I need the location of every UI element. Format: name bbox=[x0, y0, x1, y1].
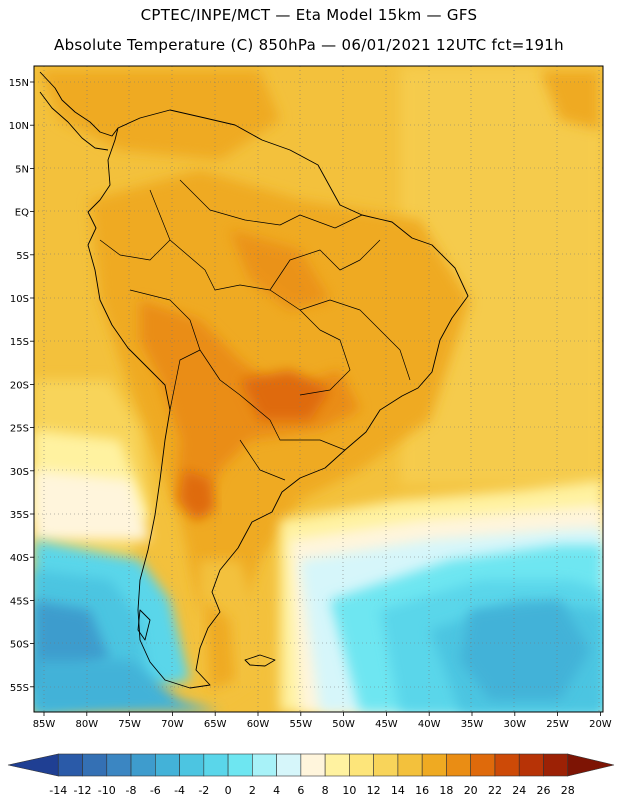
colorbar-label: 12 bbox=[367, 784, 381, 797]
colorbar-label: 10 bbox=[342, 784, 356, 797]
colorbar-swatch bbox=[227, 753, 253, 777]
lat-label: 25S bbox=[10, 424, 29, 435]
lat-label: 30S bbox=[10, 467, 29, 478]
lon-label: 45W bbox=[375, 719, 398, 730]
lon-label: 20W bbox=[589, 719, 612, 730]
lon-label: 50W bbox=[332, 719, 355, 730]
lat-label: EQ bbox=[15, 208, 29, 219]
country-borders bbox=[99, 179, 411, 481]
lon-label: 75W bbox=[118, 719, 141, 730]
colorbar-label: 8 bbox=[322, 784, 329, 797]
map-frame bbox=[33, 65, 604, 713]
lon-label: 80W bbox=[75, 719, 98, 730]
colorbar-swatch bbox=[373, 753, 399, 777]
lat-label: 45S bbox=[10, 596, 29, 607]
lon-label: 40W bbox=[418, 719, 441, 730]
south-america-coastline bbox=[87, 109, 469, 689]
colorbar-label: 16 bbox=[415, 784, 429, 797]
colorbar-swatch bbox=[203, 753, 229, 777]
colorbar-swatch bbox=[397, 753, 423, 777]
lat-label: 5S bbox=[16, 251, 29, 262]
lat-label: 55S bbox=[10, 683, 29, 694]
lat-label: 20S bbox=[10, 380, 29, 391]
longitude-labels: 85W 80W 75W 70W 65W 60W 55W 50W 45W 40W 35W 30W 25W 2… bbox=[33, 712, 612, 730]
colorbar-high-arrow bbox=[567, 753, 615, 777]
colorbar-label: 2 bbox=[249, 784, 256, 797]
colorbar-label: 24 bbox=[512, 784, 526, 797]
lat-label: 40S bbox=[10, 553, 29, 564]
colorbar-swatch bbox=[106, 753, 132, 777]
graticule bbox=[34, 66, 603, 712]
colorbar-low-arrow bbox=[7, 753, 59, 777]
color-scale-bar: -14 -12 -10 -8 -6 -4 -2 0 2 4 6 8 10 12 14 16 18 20 22 24 26… bbox=[7, 753, 615, 797]
colorbar-label: 26 bbox=[536, 784, 550, 797]
central-america-coastline bbox=[39, 71, 119, 151]
colorbar-label: 6 bbox=[297, 784, 304, 797]
lat-label: 10S bbox=[10, 294, 29, 305]
lat-label: 5N bbox=[15, 164, 29, 175]
colorbar-swatch bbox=[324, 753, 350, 777]
temperature-field bbox=[34, 66, 603, 712]
lon-label: 60W bbox=[247, 719, 270, 730]
colorbar-swatch bbox=[82, 753, 108, 777]
colorbar-swatch bbox=[57, 753, 83, 777]
lat-label: 35S bbox=[10, 510, 29, 521]
colorbar-swatch bbox=[179, 753, 205, 777]
colorbar-label: -8 bbox=[126, 784, 137, 797]
colorbar-label: -12 bbox=[74, 784, 92, 797]
lon-label: 35W bbox=[461, 719, 484, 730]
lon-label: 30W bbox=[503, 719, 526, 730]
colorbar-swatch bbox=[276, 753, 302, 777]
colorbar-label: 22 bbox=[488, 784, 502, 797]
lat-label: 50S bbox=[10, 640, 29, 651]
lon-label: 25W bbox=[546, 719, 569, 730]
lon-label: 65W bbox=[204, 719, 227, 730]
colorbar-swatch bbox=[155, 753, 180, 777]
colorbar-swatch bbox=[446, 753, 471, 777]
map-subtitle: Absolute Temperature (C) 850hPa — 06/01/… bbox=[54, 36, 564, 54]
colorbar-swatch bbox=[300, 753, 326, 777]
colorbar-label: -6 bbox=[150, 784, 161, 797]
colorbar-label: 0 bbox=[225, 784, 232, 797]
isla-grande-chiloe bbox=[137, 609, 151, 641]
colorbar-swatch bbox=[494, 753, 520, 777]
lat-label: 10N bbox=[9, 121, 29, 132]
colorbar-swatch bbox=[543, 753, 569, 777]
colorbar-label: 4 bbox=[273, 784, 280, 797]
colorbar-label: 28 bbox=[561, 784, 575, 797]
colorbar-swatch bbox=[349, 753, 374, 777]
falkland-islands bbox=[244, 654, 276, 667]
lon-label: 85W bbox=[33, 719, 56, 730]
latitude-labels: 15N 10N 5N EQ 5S 10S 15S 20S 25S 30S 35S 40S 45S 50S 5… bbox=[9, 78, 34, 694]
lon-label: 55W bbox=[289, 719, 312, 730]
colorbar-swatch bbox=[518, 753, 544, 777]
colorbar-swatch bbox=[470, 753, 496, 777]
colorbar-label: -10 bbox=[98, 784, 116, 797]
lon-label: 70W bbox=[161, 719, 184, 730]
lat-label: 15N bbox=[9, 78, 29, 89]
map-title: CPTEC/INPE/MCT — Eta Model 15km — GFS bbox=[140, 6, 478, 24]
colorbar-label: -2 bbox=[198, 784, 209, 797]
colorbar-label: -14 bbox=[49, 784, 67, 797]
colorbar-label: 14 bbox=[391, 784, 405, 797]
colorbar-label: 20 bbox=[464, 784, 478, 797]
colorbar-label: 18 bbox=[439, 784, 453, 797]
colorbar-swatch bbox=[130, 753, 156, 777]
colorbar-swatch bbox=[421, 753, 447, 777]
lat-label: 15S bbox=[10, 337, 29, 348]
colorbar-label: -4 bbox=[174, 784, 185, 797]
colorbar-swatch bbox=[252, 753, 277, 777]
